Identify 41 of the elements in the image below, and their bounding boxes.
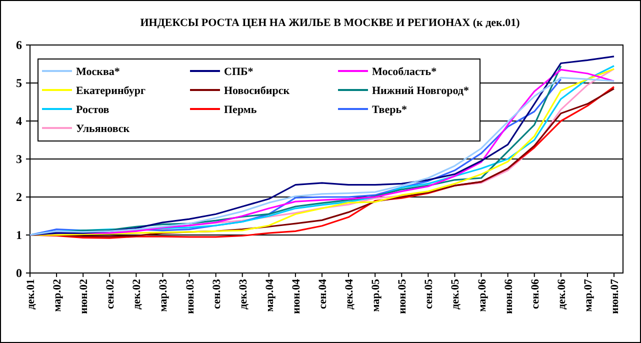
y-tick-label: 3: [16, 152, 22, 166]
legend-label: Москва*: [76, 66, 120, 78]
x-tick-label: сен.06: [529, 278, 542, 309]
x-tick-label: июн.02: [78, 278, 90, 314]
y-tick-label: 0: [16, 266, 22, 280]
x-tick-label: дек.05: [450, 278, 462, 310]
x-tick-label: мар.03: [158, 278, 170, 312]
x-tick-label: дек.01: [25, 279, 37, 310]
x-tick-label: мар.02: [52, 278, 64, 312]
x-tick-label: мар.07: [582, 278, 594, 312]
legend-label: Ростов: [76, 104, 110, 116]
x-tick-label: мар.05: [370, 278, 382, 312]
x-tick-label: мар.04: [264, 278, 276, 312]
x-tick-label: сен.02: [104, 278, 117, 309]
x-tick-label: июн.07: [609, 278, 621, 314]
chart-title: ИНДЕКСЫ РОСТА ЦЕН НА ЖИЛЬЕ В МОСКВЕ И РЕГИОНАХ (к дек.01): [140, 17, 520, 29]
legend-label: Пермь: [224, 104, 257, 116]
y-tick-label: 1: [16, 228, 22, 242]
legend-label: СПБ*: [224, 66, 254, 78]
x-tick-label: июн.06: [502, 278, 515, 314]
legend-label: Новосибирск: [224, 85, 290, 97]
x-tick-label: дек.06: [556, 278, 568, 310]
x-tick-label: сен.05: [423, 278, 436, 309]
x-tick-label: дек.02: [131, 278, 144, 310]
x-tick-label: сен.04: [317, 278, 329, 309]
x-tick-label: июн.05: [396, 278, 409, 314]
x-tick-label: июн.03: [184, 278, 196, 314]
y-tick-label: 2: [16, 190, 22, 204]
x-tick-label: июн.04: [290, 278, 302, 314]
y-tick-label: 6: [16, 38, 22, 52]
legend-label: Тверь*: [372, 104, 408, 116]
x-tick-label: дек.04: [344, 278, 356, 310]
legend-label: Ульяновск: [76, 123, 130, 135]
x-tick-label: сен.03: [210, 278, 223, 309]
y-tick-label: 5: [16, 76, 22, 90]
legend-label: Екатеринбург: [76, 85, 146, 97]
x-tick-label: дек.03: [237, 278, 250, 310]
x-tick-label: мар.06: [476, 278, 488, 312]
legend-label: Мособласть*: [372, 66, 438, 78]
y-tick-label: 4: [16, 114, 22, 128]
legend-label: Нижний Новгород*: [372, 85, 470, 97]
